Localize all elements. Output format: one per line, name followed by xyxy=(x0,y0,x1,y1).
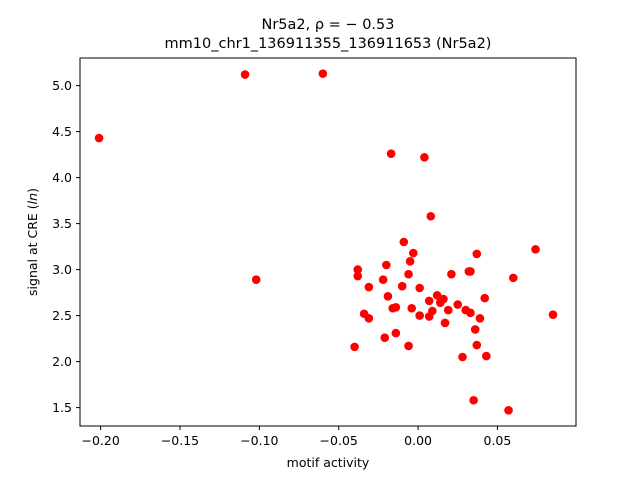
data-point-15 xyxy=(383,291,393,301)
data-point-47 xyxy=(472,249,482,259)
data-point-10 xyxy=(364,314,374,323)
data-point-3 xyxy=(251,275,261,285)
data-point-26 xyxy=(407,303,417,313)
x-tick-label: 0.05 xyxy=(484,433,512,448)
data-point-23 xyxy=(405,257,415,266)
data-point-34 xyxy=(439,294,448,304)
data-point-18 xyxy=(391,303,401,312)
y-tick-label: 2.5 xyxy=(52,308,72,323)
data-point-29 xyxy=(424,296,434,306)
data-point-48 xyxy=(475,314,485,323)
x-tick-label: −0.10 xyxy=(240,433,278,448)
data-point-50 xyxy=(482,351,491,361)
x-axis: −0.20 −0.15 −0.10 −0.05 0.00 0.05 xyxy=(81,426,511,448)
x-tick-label: −0.20 xyxy=(81,433,119,448)
y-tick-label: 3.0 xyxy=(52,262,72,277)
data-point-45 xyxy=(470,325,480,334)
data-points xyxy=(94,69,558,415)
data-point-54 xyxy=(548,310,558,319)
data-point-37 xyxy=(447,269,456,279)
data-point-20 xyxy=(397,281,407,291)
y-tick-label: 4.0 xyxy=(52,170,72,185)
data-point-6 xyxy=(426,211,436,221)
data-point-5 xyxy=(420,153,429,162)
data-point-21 xyxy=(399,237,409,247)
x-tick-label: −0.05 xyxy=(320,433,358,448)
data-point-46 xyxy=(472,340,482,350)
chart-title-line1: Nr5a2, ρ = − 0.53 xyxy=(262,17,395,33)
data-point-25 xyxy=(404,341,413,351)
data-point-53 xyxy=(531,245,540,254)
data-point-44 xyxy=(469,395,478,405)
data-point-4 xyxy=(386,149,396,158)
data-point-8 xyxy=(353,271,363,281)
data-point-42 xyxy=(466,267,475,276)
x-axis-label: motif activity xyxy=(287,455,370,470)
data-point-13 xyxy=(378,275,388,285)
data-point-27 xyxy=(415,283,424,293)
data-point-2 xyxy=(318,69,328,78)
data-point-28 xyxy=(415,311,424,320)
y-tick-label: 1.5 xyxy=(52,400,72,415)
data-point-12 xyxy=(350,342,359,352)
data-point-38 xyxy=(453,300,463,309)
x-tick-label: −0.15 xyxy=(161,433,199,448)
x-tick-label: 0.00 xyxy=(404,433,432,448)
y-axis-label: signal at CRE (ln) xyxy=(25,188,40,296)
data-point-36 xyxy=(443,305,453,315)
y-tick-label: 2.0 xyxy=(52,354,72,369)
data-point-22 xyxy=(404,269,413,279)
data-point-51 xyxy=(504,406,513,415)
data-point-52 xyxy=(509,273,518,283)
data-point-35 xyxy=(440,318,450,328)
data-point-16 xyxy=(380,333,390,342)
y-tick-label: 3.5 xyxy=(52,216,72,231)
data-point-31 xyxy=(428,306,437,316)
data-point-43 xyxy=(466,308,475,318)
chart-title-line2: mm10_chr1_136911355_136911653 (Nr5a2) xyxy=(165,36,492,52)
y-axis: 1.5 2.0 2.5 3.0 3.5 4.0 4.5 5.0 xyxy=(52,78,80,415)
data-point-7 xyxy=(353,265,363,274)
data-point-14 xyxy=(382,260,391,270)
chart-title: Nr5a2, ρ = − 0.53 mm10_chr1_136911355_13… xyxy=(165,17,492,52)
data-point-1 xyxy=(240,70,250,79)
data-point-19 xyxy=(391,328,401,338)
data-point-49 xyxy=(480,293,490,303)
data-point-0 xyxy=(94,133,104,143)
y-tick-label: 4.5 xyxy=(52,124,72,139)
y-tick-label: 5.0 xyxy=(52,78,72,93)
data-point-24 xyxy=(409,248,418,258)
plot-area xyxy=(79,57,577,427)
data-point-32 xyxy=(432,291,442,300)
data-point-11 xyxy=(364,282,374,292)
data-point-39 xyxy=(458,352,467,362)
